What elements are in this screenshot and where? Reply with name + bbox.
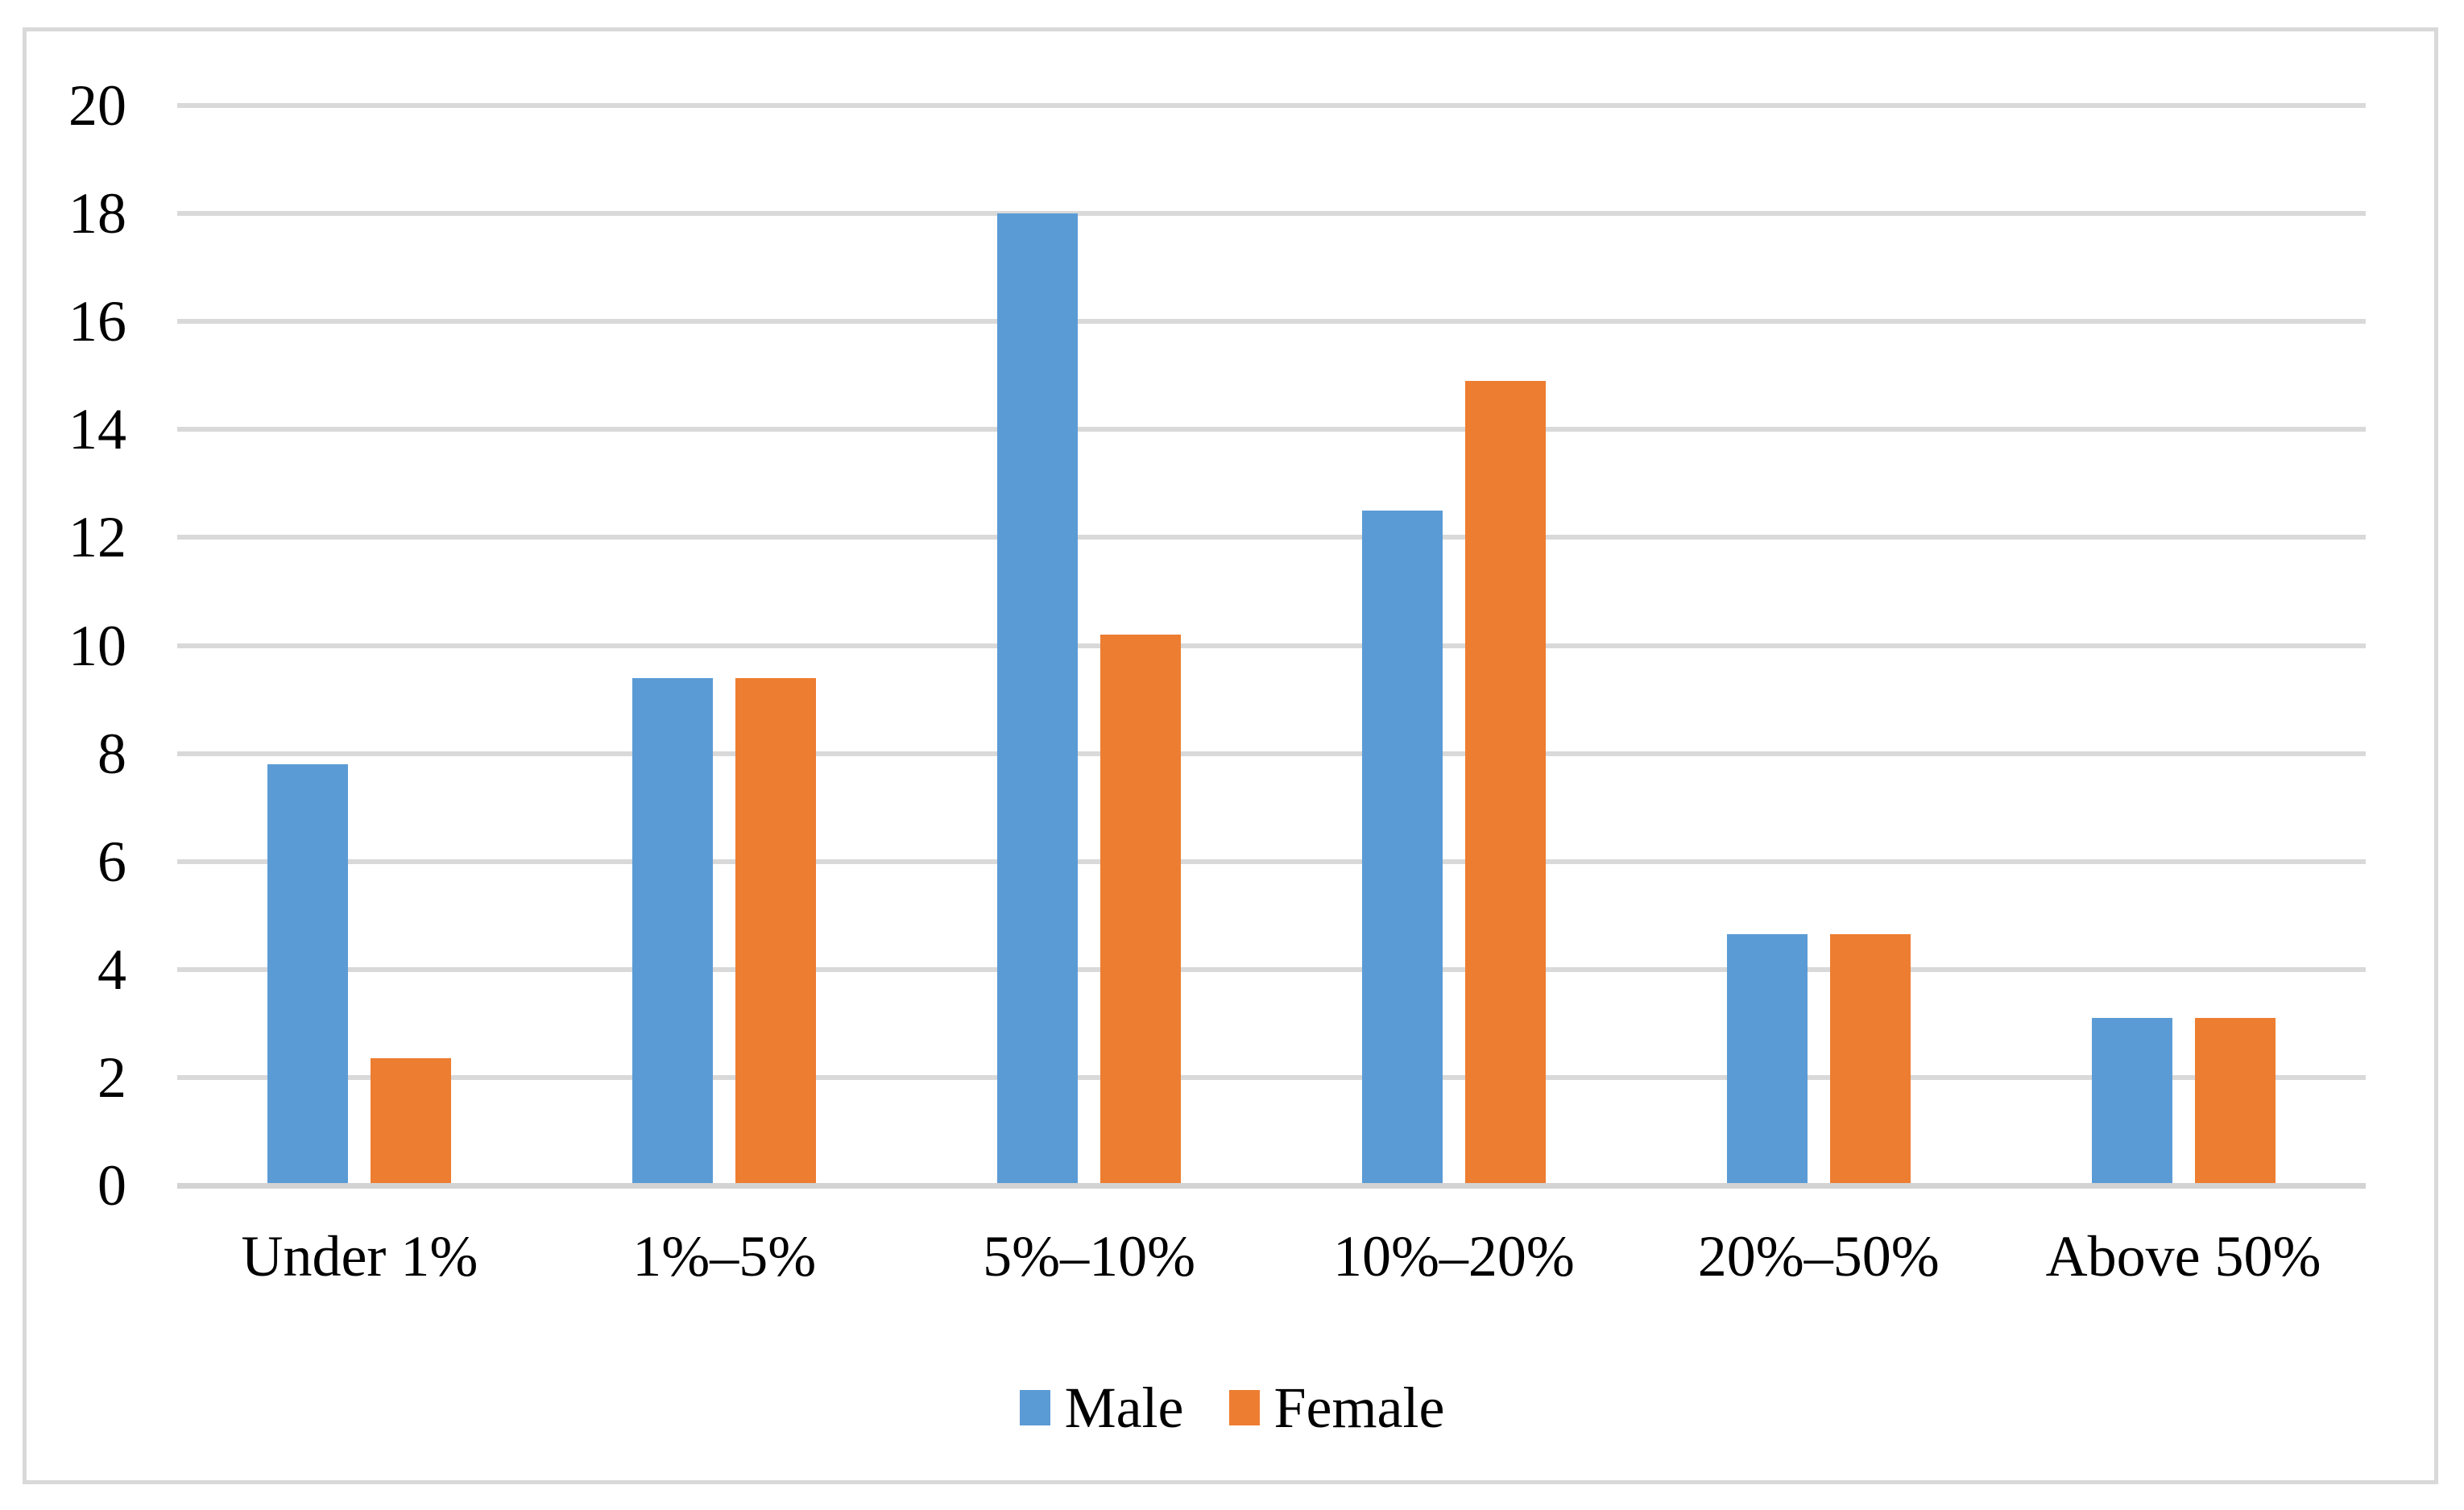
legend-label-male: Male <box>1064 1376 1184 1440</box>
legend-item-female: Female <box>1228 1376 1445 1440</box>
legend-swatch-male <box>1019 1390 1050 1425</box>
legend-swatch-female <box>1228 1390 1260 1425</box>
chart-border-frame <box>23 27 2438 1484</box>
legend-item-male: Male <box>1019 1376 1184 1440</box>
legend-label-female: Female <box>1273 1376 1445 1440</box>
legend: Male Female <box>0 1367 2464 1448</box>
